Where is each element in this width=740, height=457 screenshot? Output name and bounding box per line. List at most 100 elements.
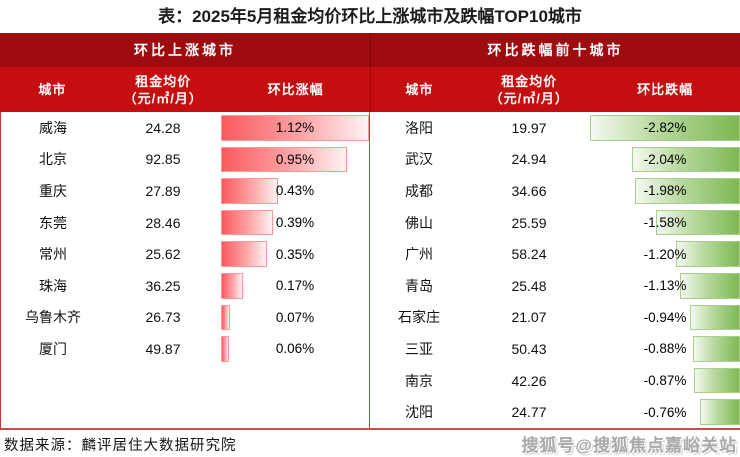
decrease-data-bar — [690, 304, 740, 331]
column-label: 城市 — [405, 82, 434, 97]
city-name: 南京 — [405, 372, 433, 389]
city-name: 沈阳 — [405, 404, 433, 421]
column-label: 租金均价 — [501, 73, 558, 89]
rate-value-label: -1.20% — [643, 246, 687, 262]
table-row: 石家庄 21.07 -0.94% — [370, 302, 740, 334]
rate-value-label: 0.06% — [275, 341, 315, 357]
table-row: 南京 42.26 -0.87% — [370, 365, 740, 397]
rent-average-value: 28.46 — [145, 214, 181, 231]
rate-value-label: 0.35% — [275, 246, 315, 262]
decrease-data-bar — [634, 178, 740, 204]
column-label-unit: （元/㎡/月） — [123, 90, 203, 106]
city-name: 洛阳 — [405, 119, 433, 136]
decrease-data-bar — [693, 367, 740, 394]
rate-value-label: 0.17% — [275, 278, 315, 294]
rate-value-label: 0.07% — [275, 309, 315, 325]
table-row: 威海 24.28 1.12% — [1, 112, 369, 144]
city-name: 佛山 — [405, 214, 433, 231]
column-header-row: 城市 租金均价 （元/㎡/月） 环比涨幅 城市 租金均价 （元/㎡/月） 环比跌… — [0, 67, 740, 112]
rent-average-value: 50.43 — [511, 340, 547, 357]
panel-divider — [369, 112, 370, 428]
column-label: 环比涨幅 — [267, 82, 324, 97]
city-name: 石家庄 — [398, 309, 440, 326]
table-row: 广州 58.24 -1.20% — [370, 238, 740, 270]
right-panel-header: 环比跌幅前十城市 — [370, 33, 740, 67]
rent-comparison-table: 环比上涨城市 环比跌幅前十城市 城市 租金均价 （元/㎡/月） 环比涨幅 城市 … — [0, 33, 740, 430]
rate-cell: 0.39% — [221, 207, 369, 239]
right-rate-column-header: 环比跌幅 — [590, 67, 740, 112]
table-row: 东莞 28.46 0.39% — [1, 207, 369, 239]
rate-cell: -1.13% — [590, 270, 740, 302]
rate-value-label: 0.95% — [275, 151, 315, 167]
increase-data-bar — [221, 336, 229, 362]
rate-cell: -2.82% — [590, 112, 740, 144]
rate-value-label: -2.82% — [643, 120, 687, 136]
rate-value-label: 1.12% — [275, 120, 315, 136]
rate-cell: -2.04% — [590, 144, 740, 176]
rate-cell: -0.87% — [590, 365, 740, 397]
right-city-column-header: 城市 — [369, 67, 469, 112]
rate-value-label: -0.87% — [643, 373, 687, 389]
rent-average-value: 24.94 — [511, 151, 547, 168]
rent-average-value: 19.97 — [511, 119, 547, 136]
rent-average-value: 24.77 — [511, 404, 547, 421]
table-row: 常州 25.62 0.35% — [1, 238, 369, 270]
table-row: 厦门 49.87 0.06% — [1, 333, 369, 365]
city-name: 珠海 — [39, 277, 67, 294]
table-row: 北京 92.85 0.95% — [1, 144, 369, 176]
city-name: 武汉 — [405, 151, 433, 168]
rent-average-value: 21.07 — [511, 309, 547, 326]
rate-cell: 1.12% — [221, 112, 369, 144]
rent-average-value: 27.89 — [145, 182, 181, 199]
rent-average-value: 36.25 — [145, 277, 181, 294]
rate-value-label: -1.58% — [643, 215, 687, 231]
left-city-column-header: 城市 — [0, 67, 105, 112]
rate-cell: -0.88% — [590, 333, 740, 365]
city-name: 青岛 — [405, 277, 433, 294]
city-name: 广州 — [405, 246, 433, 263]
rate-value-label: 0.39% — [275, 215, 315, 231]
rate-value-label: -0.76% — [643, 404, 687, 420]
rate-value-label: -1.98% — [643, 183, 687, 199]
decrease-data-bar — [676, 241, 740, 267]
rent-average-value: 25.62 — [145, 246, 181, 263]
column-label: 环比跌幅 — [637, 82, 694, 97]
footer: 数据来源：麟评居住大数据研究院 搜狐号@搜狐焦点嘉峪关站 — [0, 430, 740, 457]
decrease-data-bar — [590, 115, 740, 141]
table-row: 佛山 25.59 -1.58% — [370, 207, 740, 239]
city-name: 成都 — [405, 182, 433, 199]
rate-cell: 0.07% — [221, 302, 369, 334]
increase-data-bar — [221, 241, 268, 267]
table-row: 青岛 25.48 -1.13% — [370, 270, 740, 302]
city-name: 威海 — [39, 119, 67, 136]
city-name: 常州 — [39, 246, 67, 263]
rate-cell: 0.35% — [221, 238, 369, 270]
rate-value-label: -1.13% — [643, 278, 687, 294]
rate-value-label: -0.88% — [643, 341, 687, 357]
rent-average-value: 25.48 — [511, 277, 547, 294]
decrease-data-bar — [693, 336, 740, 362]
rate-cell: -0.76% — [590, 396, 740, 428]
city-name: 重庆 — [39, 182, 67, 199]
increase-data-bar — [221, 209, 273, 236]
rate-cell: -0.94% — [590, 302, 740, 334]
table-title: 表：2025年5月租金均价环比上涨城市及跌幅TOP10城市 — [158, 7, 582, 26]
rate-cell: 0.17% — [221, 270, 369, 302]
left-rent-column-header: 租金均价 （元/㎡/月） — [105, 67, 222, 112]
table-row: 洛阳 19.97 -2.82% — [370, 112, 740, 144]
rent-average-value: 58.24 — [511, 246, 547, 263]
table-row: 沈阳 24.77 -0.76% — [370, 396, 740, 428]
rate-cell: 0.95% — [221, 144, 369, 176]
right-rent-column-header: 租金均价 （元/㎡/月） — [468, 67, 590, 112]
city-name: 三亚 — [405, 340, 433, 357]
decrease-data-bar — [699, 399, 740, 425]
decrease-data-bar — [631, 146, 740, 173]
city-name: 东莞 — [39, 214, 67, 231]
table-row: 乌鲁木齐 26.73 0.07% — [1, 302, 369, 334]
group-header-row: 环比上涨城市 环比跌幅前十城市 — [0, 33, 740, 67]
increase-data-bar — [221, 115, 369, 141]
column-label: 城市 — [38, 82, 67, 97]
table-row: 珠海 36.25 0.17% — [1, 270, 369, 302]
data-source-note: 数据来源：麟评居住大数据研究院 — [4, 438, 237, 454]
